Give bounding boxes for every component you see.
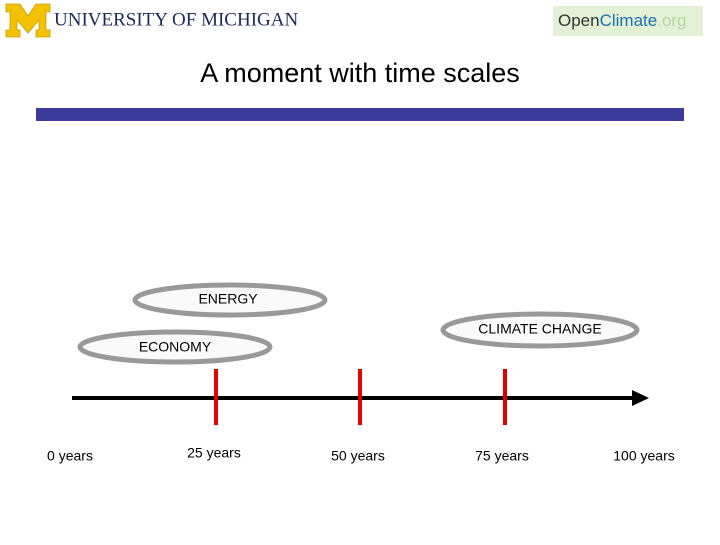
timeline-label: 25 years [187, 445, 241, 461]
michigan-logo [5, 3, 51, 38]
timeline-label: 75 years [475, 448, 529, 464]
ellipse [132, 282, 328, 318]
slide-title: A moment with time scales [200, 58, 520, 88]
university-name: UNIVERSITY OF MICHIGAN [54, 9, 298, 30]
timeline-label: 50 years [331, 448, 385, 464]
site-part: .org [657, 11, 686, 30]
site-name: OpenClimate.org [558, 11, 687, 30]
site-badge [553, 6, 703, 36]
ellipse-label: ECONOMY [139, 339, 212, 355]
ellipse-label: ENERGY [198, 291, 258, 307]
ellipse [440, 311, 640, 349]
ellipse-label: CLIMATE CHANGE [478, 321, 601, 337]
ellipse [77, 329, 273, 365]
timeline-label: 100 years [613, 448, 674, 464]
timeline-arrow [632, 390, 649, 406]
site-part: Climate [600, 11, 658, 30]
title-bar [36, 108, 684, 121]
site-part: Open [558, 11, 600, 30]
timeline-label: 0 years [47, 448, 93, 464]
